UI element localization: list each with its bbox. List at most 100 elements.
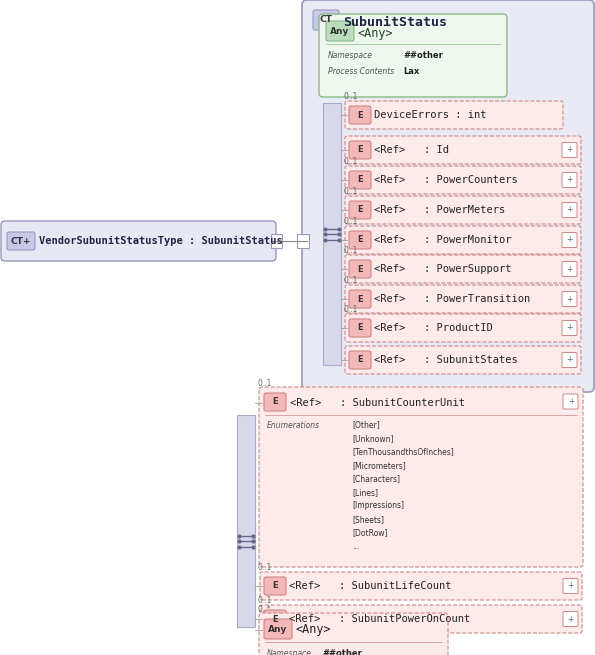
Bar bbox=[237, 415, 255, 627]
Text: [Lines]: [Lines] bbox=[352, 488, 378, 497]
Text: [Sheets]: [Sheets] bbox=[352, 515, 384, 524]
FancyBboxPatch shape bbox=[259, 613, 448, 655]
Text: 0..1: 0..1 bbox=[344, 276, 358, 285]
Text: <Ref>   : PowerMeters: <Ref> : PowerMeters bbox=[374, 205, 505, 215]
Text: <Any>: <Any> bbox=[357, 26, 393, 39]
FancyBboxPatch shape bbox=[264, 619, 292, 639]
Text: Any: Any bbox=[330, 26, 350, 35]
Text: ##other: ##other bbox=[322, 650, 362, 655]
FancyBboxPatch shape bbox=[349, 171, 371, 189]
FancyBboxPatch shape bbox=[349, 351, 371, 369]
Text: 0..*: 0..* bbox=[258, 605, 271, 614]
Text: 0..1: 0..1 bbox=[258, 563, 273, 572]
Text: [TenThousandthsOfInches]: [TenThousandthsOfInches] bbox=[352, 447, 454, 457]
Text: <Ref>   : PowerMonitor: <Ref> : PowerMonitor bbox=[374, 235, 512, 245]
FancyBboxPatch shape bbox=[349, 319, 371, 337]
FancyBboxPatch shape bbox=[562, 261, 577, 276]
Text: ...: ... bbox=[352, 542, 359, 551]
FancyBboxPatch shape bbox=[345, 255, 581, 283]
FancyBboxPatch shape bbox=[563, 578, 578, 593]
Text: +: + bbox=[568, 398, 574, 407]
FancyBboxPatch shape bbox=[313, 10, 339, 30]
Text: <Ref>   : SubunitStates: <Ref> : SubunitStates bbox=[374, 355, 518, 365]
Text: SubunitStatus: SubunitStatus bbox=[343, 16, 447, 29]
Text: Namespace: Namespace bbox=[267, 650, 312, 655]
FancyBboxPatch shape bbox=[349, 141, 371, 159]
Text: 0..1: 0..1 bbox=[344, 305, 358, 314]
Text: 0..1: 0..1 bbox=[344, 187, 358, 196]
FancyBboxPatch shape bbox=[264, 393, 286, 411]
FancyBboxPatch shape bbox=[349, 290, 371, 308]
Text: +: + bbox=[566, 145, 572, 155]
Text: +: + bbox=[566, 176, 572, 185]
Text: <Ref>   : SubunitPowerOnCount: <Ref> : SubunitPowerOnCount bbox=[289, 614, 470, 624]
Text: +: + bbox=[566, 206, 572, 214]
FancyBboxPatch shape bbox=[562, 320, 577, 335]
Text: E: E bbox=[357, 356, 363, 364]
Text: E: E bbox=[272, 614, 278, 624]
Text: Namespace: Namespace bbox=[328, 50, 373, 60]
Text: +: + bbox=[566, 324, 572, 333]
Text: <Ref>   : SubunitCounterUnit: <Ref> : SubunitCounterUnit bbox=[290, 398, 465, 408]
FancyBboxPatch shape bbox=[264, 577, 286, 595]
Text: DeviceErrors : int: DeviceErrors : int bbox=[374, 110, 487, 120]
FancyBboxPatch shape bbox=[562, 233, 577, 248]
Text: CT: CT bbox=[320, 16, 333, 24]
FancyBboxPatch shape bbox=[345, 101, 563, 129]
FancyBboxPatch shape bbox=[349, 106, 371, 124]
Bar bbox=[297, 234, 309, 248]
FancyBboxPatch shape bbox=[562, 352, 577, 367]
FancyBboxPatch shape bbox=[302, 0, 594, 392]
Text: 0..1: 0..1 bbox=[344, 217, 358, 226]
Text: [Other]: [Other] bbox=[352, 421, 380, 430]
Text: VendorSubunitStatusType : SubunitStatus: VendorSubunitStatusType : SubunitStatus bbox=[39, 236, 283, 246]
Text: 0..1: 0..1 bbox=[344, 246, 358, 255]
Text: +: + bbox=[566, 295, 572, 303]
Text: Any: Any bbox=[268, 624, 288, 633]
Text: 0..1: 0..1 bbox=[344, 92, 358, 101]
FancyBboxPatch shape bbox=[345, 196, 581, 224]
Text: [Micrometers]: [Micrometers] bbox=[352, 461, 406, 470]
Text: +: + bbox=[566, 236, 572, 244]
Text: +: + bbox=[567, 582, 574, 591]
Text: [Unknown]: [Unknown] bbox=[352, 434, 393, 443]
Text: <Any>: <Any> bbox=[295, 624, 331, 637]
Text: <Ref>   : Id: <Ref> : Id bbox=[374, 145, 449, 155]
FancyBboxPatch shape bbox=[349, 231, 371, 249]
FancyBboxPatch shape bbox=[562, 202, 577, 217]
Text: <Ref>   : SubunitLifeCount: <Ref> : SubunitLifeCount bbox=[289, 581, 452, 591]
FancyBboxPatch shape bbox=[260, 605, 582, 633]
FancyBboxPatch shape bbox=[345, 226, 581, 254]
Text: E: E bbox=[357, 176, 363, 185]
FancyBboxPatch shape bbox=[319, 14, 507, 97]
FancyBboxPatch shape bbox=[349, 260, 371, 278]
Bar bbox=[323, 103, 341, 365]
Text: 0..1: 0..1 bbox=[344, 157, 358, 166]
FancyBboxPatch shape bbox=[563, 394, 578, 409]
Text: [Characters]: [Characters] bbox=[352, 474, 400, 483]
Text: Enumerations: Enumerations bbox=[267, 422, 320, 430]
Text: +: + bbox=[567, 614, 574, 624]
Text: +: + bbox=[566, 356, 572, 364]
Text: E: E bbox=[357, 145, 363, 155]
FancyBboxPatch shape bbox=[260, 572, 582, 600]
Text: <Ref>   : PowerCounters: <Ref> : PowerCounters bbox=[374, 175, 518, 185]
FancyBboxPatch shape bbox=[345, 166, 581, 194]
Text: E: E bbox=[272, 398, 278, 407]
Text: 0..1: 0..1 bbox=[258, 379, 273, 388]
Bar bbox=[271, 234, 282, 248]
Text: E: E bbox=[357, 236, 363, 244]
Text: ##other: ##other bbox=[403, 50, 443, 60]
FancyBboxPatch shape bbox=[562, 143, 577, 157]
Text: E: E bbox=[272, 582, 278, 591]
Text: E: E bbox=[357, 206, 363, 214]
Text: <Ref>   : PowerSupport: <Ref> : PowerSupport bbox=[374, 264, 512, 274]
FancyBboxPatch shape bbox=[345, 285, 581, 313]
Text: [DotRow]: [DotRow] bbox=[352, 529, 387, 538]
Text: CT+: CT+ bbox=[11, 236, 32, 246]
Text: [Impressions]: [Impressions] bbox=[352, 502, 404, 510]
Text: E: E bbox=[357, 295, 363, 303]
FancyBboxPatch shape bbox=[345, 346, 581, 374]
FancyBboxPatch shape bbox=[259, 387, 583, 567]
Text: Process Contents: Process Contents bbox=[328, 67, 394, 75]
